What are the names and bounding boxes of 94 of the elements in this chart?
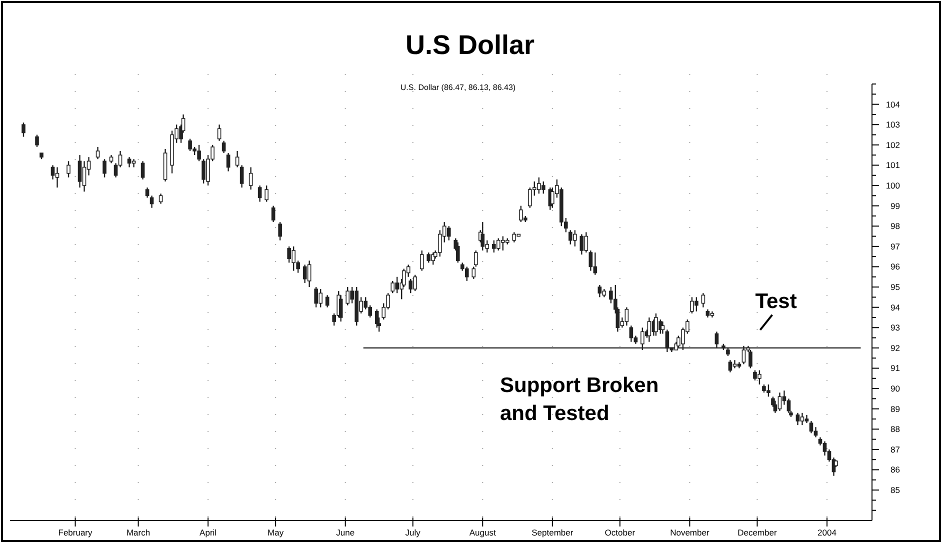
y-tick-label: 87 bbox=[890, 444, 900, 454]
candlestick bbox=[55, 166, 60, 188]
y-tick-label: 97 bbox=[890, 241, 900, 252]
candlestick bbox=[796, 412, 800, 426]
y-tick-label: 94 bbox=[890, 302, 900, 312]
x-tick-label: September bbox=[532, 528, 574, 538]
candlestick bbox=[222, 140, 226, 154]
candlestick bbox=[660, 320, 665, 334]
annotation: Test bbox=[755, 290, 797, 313]
y-tick-label: 89 bbox=[890, 404, 900, 414]
candlestick bbox=[240, 164, 244, 188]
candlestick bbox=[302, 264, 307, 284]
candlestick bbox=[235, 150, 240, 168]
x-tick-label: August bbox=[469, 528, 497, 538]
candlestick bbox=[580, 234, 584, 256]
candlestick bbox=[140, 160, 145, 180]
x-tick-label: February bbox=[58, 528, 94, 538]
candlestick bbox=[464, 266, 469, 282]
x-tick-label: October bbox=[604, 528, 636, 538]
candlestick bbox=[728, 360, 732, 373]
x-tick-label: July bbox=[405, 528, 422, 538]
x-tick-label: December bbox=[738, 528, 777, 538]
x-tick-label: April bbox=[200, 528, 217, 538]
y-tick-label: 88 bbox=[890, 424, 900, 434]
candlestick bbox=[426, 252, 431, 264]
y-tick-label: 98 bbox=[890, 221, 900, 232]
candlestick bbox=[248, 166, 253, 190]
candlestick bbox=[809, 420, 814, 434]
candlestick bbox=[408, 278, 413, 294]
annotation: Support Broken and Tested bbox=[500, 374, 659, 425]
candlestick bbox=[217, 124, 222, 142]
candlestick bbox=[446, 226, 451, 241]
candlestick bbox=[278, 221, 282, 241]
candlestick bbox=[773, 400, 778, 414]
candlestick bbox=[374, 308, 379, 328]
candlestick bbox=[786, 398, 791, 414]
candlestick bbox=[714, 331, 719, 349]
candlestick bbox=[598, 284, 602, 298]
candlestick bbox=[50, 164, 55, 180]
chart-title: U.S Dollar bbox=[405, 30, 536, 60]
x-tick-label: November bbox=[670, 528, 710, 538]
candlestick bbox=[78, 154, 82, 188]
candlestick bbox=[145, 186, 150, 198]
candlestick bbox=[420, 250, 424, 272]
y-tick-label: 100 bbox=[886, 180, 900, 191]
chart-subtitle: U.S. Dollar (86.47, 86.13, 86.43) bbox=[400, 83, 516, 92]
candlestick bbox=[264, 184, 268, 202]
candlestick bbox=[338, 294, 343, 322]
y-tick-label: 90 bbox=[890, 384, 900, 394]
candlestick bbox=[102, 158, 106, 178]
candlestick bbox=[665, 329, 670, 353]
x-tick-label: June bbox=[336, 528, 355, 538]
candlestick bbox=[778, 392, 782, 412]
x-tick-label: March bbox=[126, 528, 150, 538]
y-tick-label: 91 bbox=[890, 363, 900, 374]
y-tick-label: 104 bbox=[886, 99, 900, 110]
x-tick-label: May bbox=[268, 528, 284, 538]
y-tick-label: 92 bbox=[890, 342, 900, 353]
candlestick bbox=[584, 232, 588, 254]
candlestick bbox=[82, 160, 86, 192]
candlestick bbox=[258, 184, 262, 202]
y-tick-label: 95 bbox=[890, 282, 900, 292]
y-tick-label: 103 bbox=[886, 120, 900, 130]
y-tick-label: 102 bbox=[886, 140, 900, 150]
candlestick bbox=[480, 221, 485, 252]
x-tick-label: 2004 bbox=[818, 528, 837, 538]
candlestick bbox=[226, 152, 230, 172]
candlestick bbox=[629, 325, 634, 342]
candlestick bbox=[35, 134, 39, 148]
candlestick bbox=[472, 266, 476, 280]
candlestick bbox=[588, 250, 593, 272]
candlestick bbox=[456, 242, 460, 264]
y-tick-label: 101 bbox=[886, 160, 900, 170]
y-tick-label: 99 bbox=[890, 200, 900, 211]
candlestick bbox=[701, 292, 706, 308]
y-tick-label: 96 bbox=[890, 262, 900, 272]
candlestick bbox=[800, 412, 804, 426]
candlestick bbox=[390, 280, 395, 294]
candlestick bbox=[640, 327, 644, 351]
candlestick bbox=[474, 250, 478, 268]
candlestick bbox=[307, 260, 312, 288]
candlestick bbox=[742, 345, 746, 365]
y-tick-label: 93 bbox=[890, 322, 900, 333]
candlestick bbox=[624, 306, 629, 326]
candlestick bbox=[512, 232, 516, 243]
candlestick bbox=[96, 146, 100, 160]
candlestick bbox=[271, 205, 276, 223]
candlestick bbox=[822, 440, 827, 456]
candlestick bbox=[22, 122, 26, 138]
candlestick bbox=[66, 160, 70, 178]
candlestick bbox=[748, 349, 752, 369]
y-tick-label: 85 bbox=[890, 485, 900, 496]
y-tick-label: 86 bbox=[890, 464, 900, 475]
candlestick bbox=[127, 156, 132, 168]
